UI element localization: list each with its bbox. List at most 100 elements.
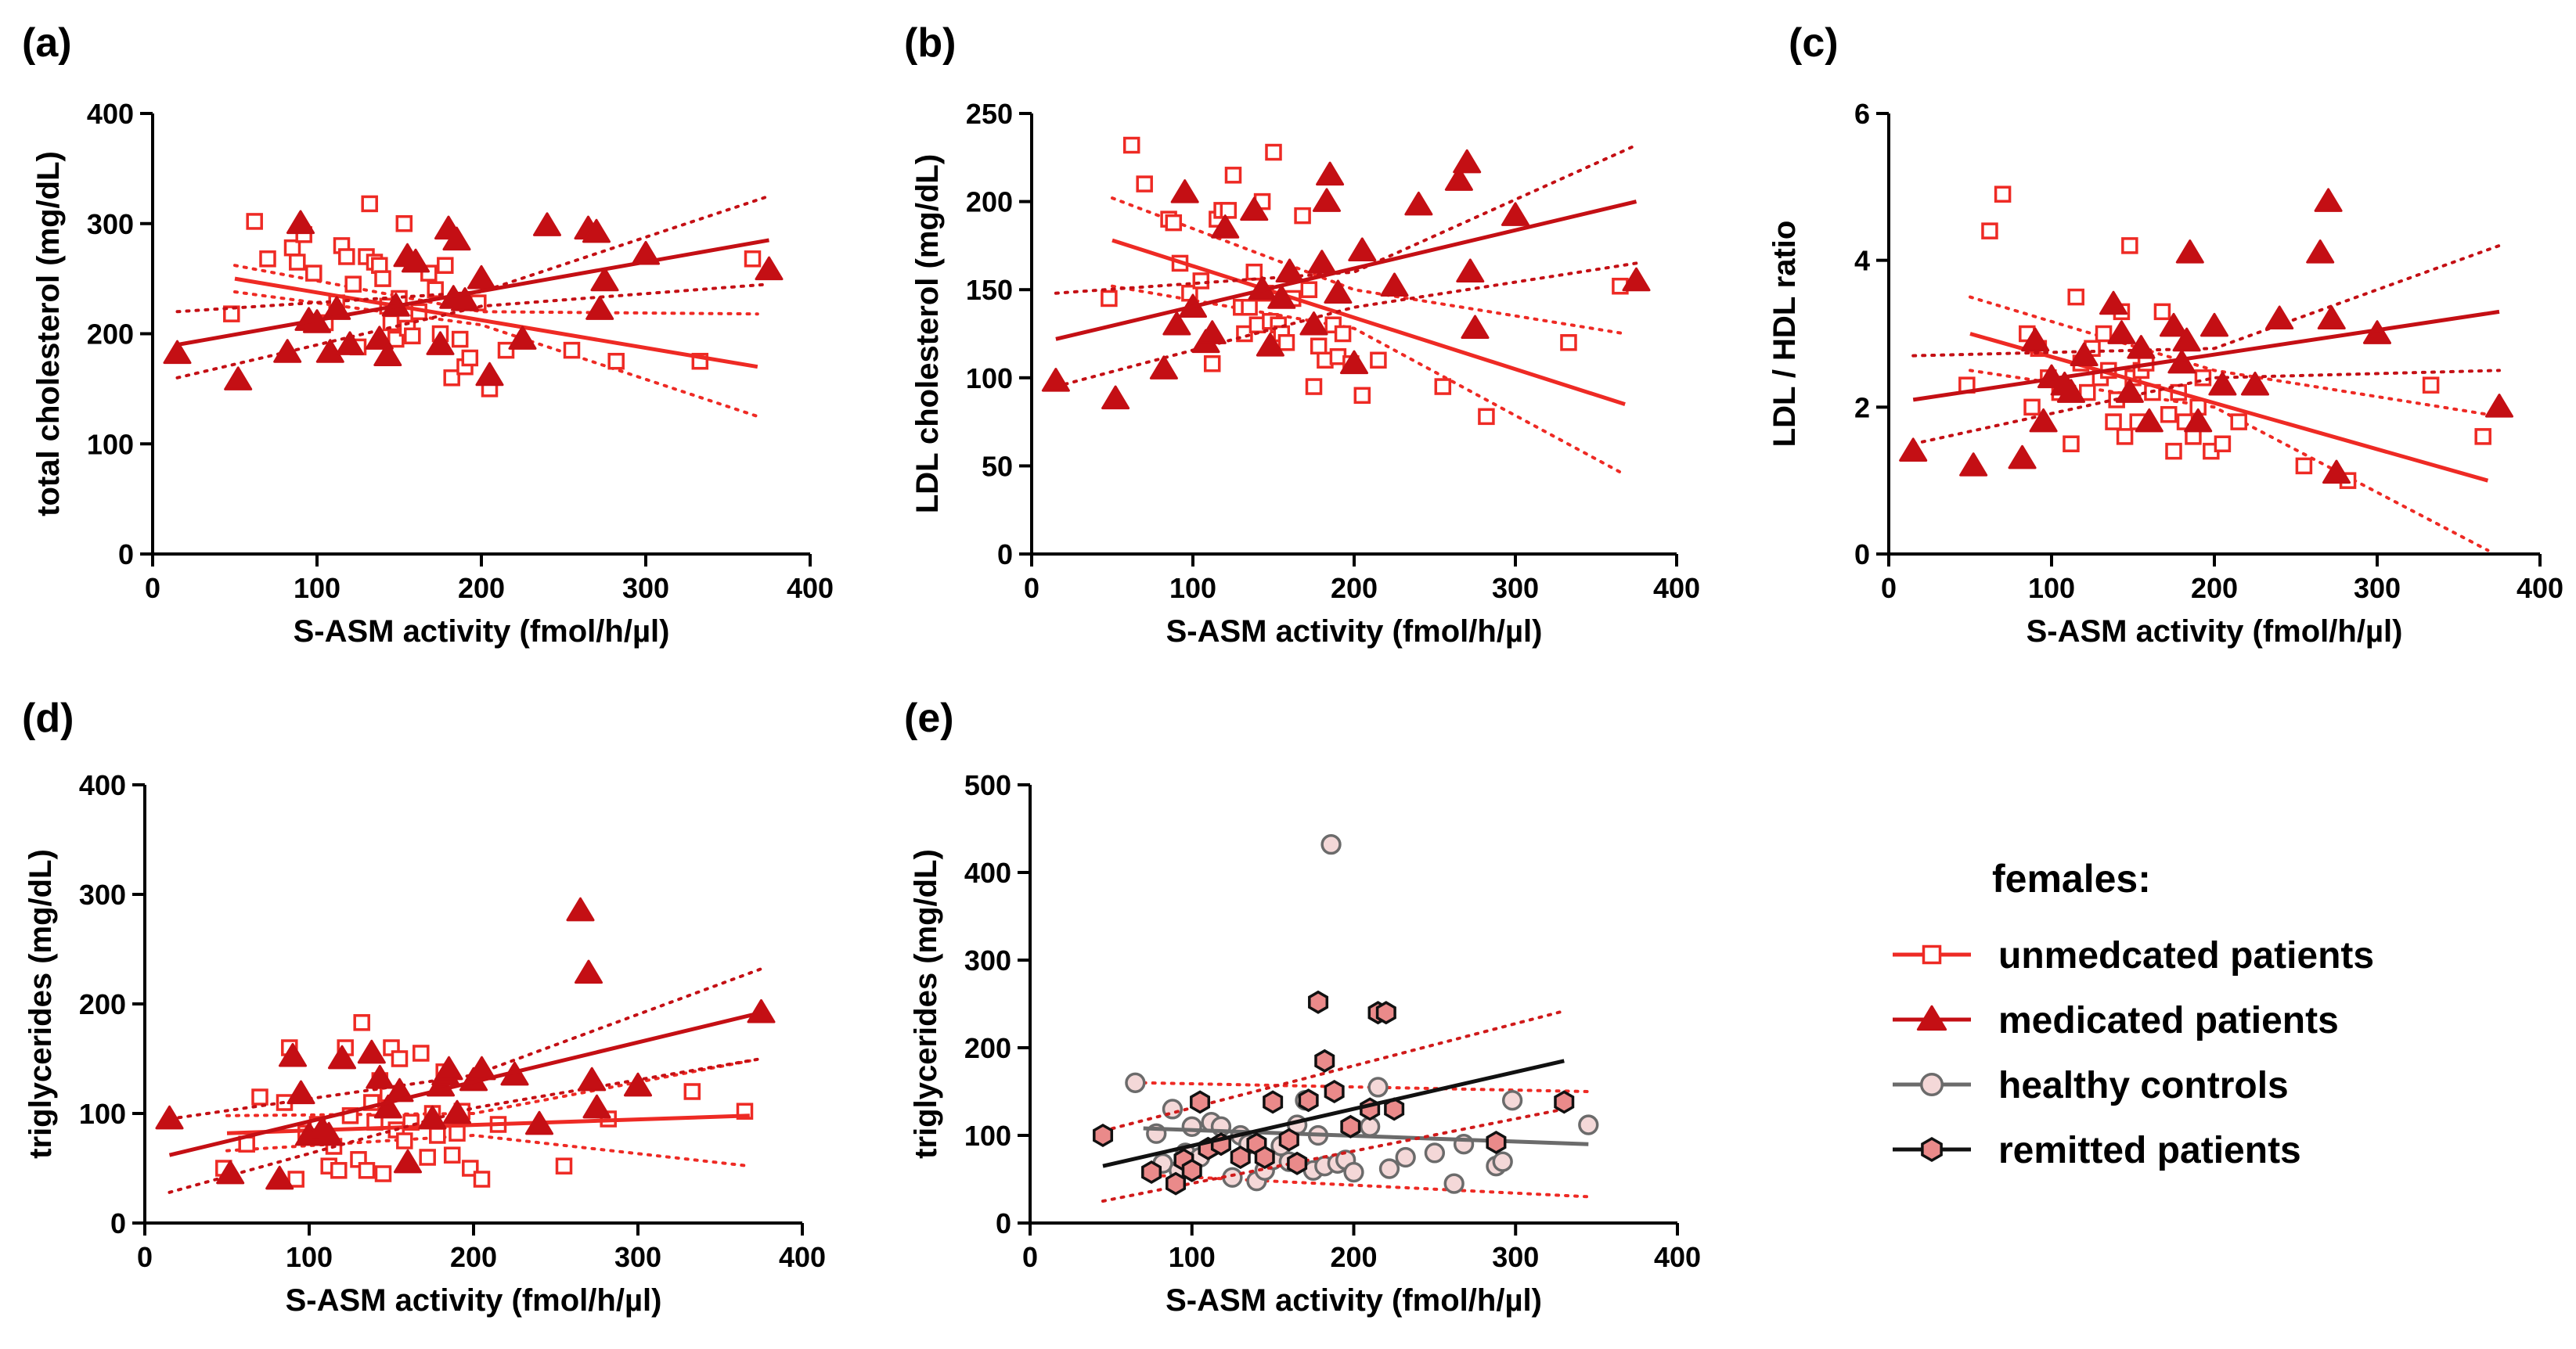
data-point xyxy=(1324,1079,1345,1104)
panel-label: (b) xyxy=(904,20,956,66)
data-point xyxy=(1240,196,1269,221)
data-point xyxy=(286,1080,315,1105)
data-point xyxy=(744,250,762,268)
data-point xyxy=(335,331,365,355)
data-point xyxy=(2314,188,2343,212)
y-axis-label: LDL cholesterol (mg/dL) xyxy=(910,154,945,513)
data-point xyxy=(1622,267,1651,292)
data-point xyxy=(353,1014,370,1031)
x-tick-label: 200 xyxy=(1331,572,1378,604)
data-point xyxy=(366,1064,395,1089)
legend-label: medicated patients xyxy=(1998,1000,2339,1041)
legend-marker xyxy=(1922,944,1942,965)
ci-upper-line xyxy=(175,194,771,314)
data-point xyxy=(246,213,263,230)
y-tick-label: 400 xyxy=(87,98,134,130)
data-point xyxy=(1220,202,1238,219)
data-point xyxy=(1203,355,1221,372)
x-tick-label: 200 xyxy=(2191,572,2238,604)
regression-line xyxy=(1111,238,1626,406)
data-point xyxy=(449,1124,466,1142)
data-point xyxy=(1101,385,1130,410)
panel-label: (d) xyxy=(22,696,74,741)
data-point xyxy=(2056,379,2085,403)
data-point xyxy=(344,275,362,293)
regression-line xyxy=(1055,200,1637,341)
data-point xyxy=(2214,435,2232,452)
data-point xyxy=(2135,408,2163,433)
ci-lower-line xyxy=(1969,369,2490,552)
data-point xyxy=(418,1105,447,1130)
data-point xyxy=(1443,1173,1465,1194)
data-point xyxy=(451,330,469,348)
ci-lower-line xyxy=(1141,1173,1591,1199)
data-point xyxy=(1149,355,1178,380)
data-point xyxy=(1343,1161,1364,1183)
data-point xyxy=(1192,272,1210,290)
panel-e: (e) 0 100 200 300 400 500 0 100 200 300 400 S-ASM ac… xyxy=(904,696,1701,1318)
legend-marker xyxy=(1921,1136,1943,1163)
data-point xyxy=(574,959,603,984)
data-point xyxy=(623,1072,653,1097)
data-point xyxy=(607,352,625,370)
data-point xyxy=(2095,325,2113,343)
data-point xyxy=(315,1121,344,1146)
data-point xyxy=(1380,272,1409,297)
data-point xyxy=(2021,327,2050,352)
y-tick-label: 400 xyxy=(964,857,1011,889)
data-point xyxy=(1093,1123,1114,1148)
data-point xyxy=(1245,263,1263,281)
legend-label: remitted patients xyxy=(1998,1130,2301,1171)
x-axis-label: S-ASM activity (fmol/h/µl) xyxy=(286,1283,662,1318)
data-point xyxy=(2184,408,2213,433)
ci-lower-line xyxy=(233,290,759,419)
y-axis-label: triglycerides (mg/dL) xyxy=(23,849,58,1159)
data-point xyxy=(330,1162,348,1179)
data-point xyxy=(747,998,776,1023)
data-point xyxy=(1404,191,1433,216)
data-point xyxy=(289,254,306,271)
data-point xyxy=(1136,175,1153,192)
x-tick-label: 100 xyxy=(1169,572,1216,604)
data-point xyxy=(1981,222,1998,239)
x-tick-label: 300 xyxy=(614,1241,661,1273)
x-tick-label: 100 xyxy=(1169,1241,1216,1273)
data-point xyxy=(1224,167,1242,184)
data-point xyxy=(473,1171,491,1188)
data-point xyxy=(1310,337,1328,355)
data-point xyxy=(2107,320,2136,344)
data-point xyxy=(2230,413,2247,430)
data-point xyxy=(429,1127,446,1144)
ci-upper-line xyxy=(1111,196,1627,336)
data-point xyxy=(1277,334,1295,351)
data-point xyxy=(1486,1130,1507,1155)
data-point xyxy=(1190,1090,1211,1114)
data-point xyxy=(373,1094,402,1119)
regression-line xyxy=(1102,1059,1565,1168)
panel-d: (d) 0 100 200 300 400 0 100 200 300 400 S-ASM activ… xyxy=(22,696,826,1318)
y-tick-label: 2 xyxy=(1854,391,1870,423)
data-point xyxy=(1294,207,1311,225)
data-point xyxy=(2172,327,2201,352)
data-point xyxy=(393,1149,423,1174)
data-point xyxy=(1334,325,1352,343)
data-point xyxy=(2029,408,2058,433)
data-point xyxy=(315,339,344,363)
y-tick-label: 100 xyxy=(87,428,134,460)
data-point xyxy=(2116,428,2134,445)
x-tick-label: 0 xyxy=(1881,572,1897,604)
data-point xyxy=(1162,311,1191,336)
data-point xyxy=(2153,303,2171,321)
data-point xyxy=(442,226,471,251)
legend-item-healthy: healthy controls xyxy=(1893,1065,2289,1106)
x-tick-label: 200 xyxy=(450,1241,497,1273)
x-tick-label: 400 xyxy=(779,1241,826,1273)
data-point xyxy=(163,340,192,365)
data-point xyxy=(1353,387,1371,405)
data-point xyxy=(437,257,454,274)
data-point xyxy=(322,296,351,320)
panel-label: (c) xyxy=(1789,20,1839,66)
data-point xyxy=(2008,444,2037,469)
series-unmedicated xyxy=(1958,185,2491,552)
data-point xyxy=(2127,335,2156,359)
